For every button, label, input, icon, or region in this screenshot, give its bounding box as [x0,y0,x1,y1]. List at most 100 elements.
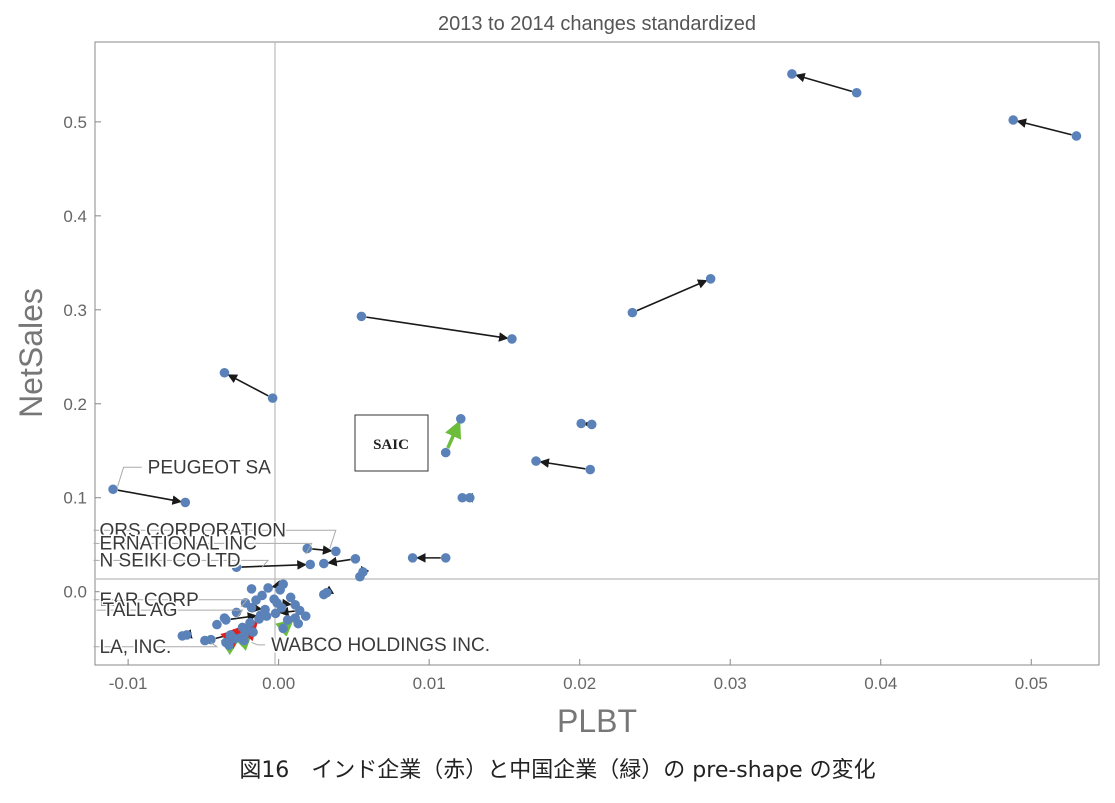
point-2014 [180,497,191,508]
point [251,595,261,605]
point-2014 [248,627,258,637]
y-axis-label: NetSales [13,288,49,418]
figure-caption: 図16 インド企業（赤）と中国企業（緑）の pre-shape の変化 [239,758,876,783]
point-2013 [851,87,862,98]
company-label: ERNATIONAL INC [100,533,257,554]
label-leader-line [93,599,249,608]
label-leader-line [93,642,219,648]
saic-callout-label: SAIC [373,437,409,453]
point-2013 [239,631,249,641]
point-2014 [270,608,281,619]
y-tick-label: 0.3 [63,301,87,320]
point-2013 [1071,131,1082,141]
label-leader-line [251,641,266,646]
point-2014 [219,367,230,378]
point-2014 [318,558,329,569]
point-2013 [350,554,361,564]
arrow [241,560,307,570]
label-leader-line [117,466,142,487]
x-axis-label: PLBT [557,703,637,739]
arrow [227,374,269,397]
point-2013 [278,623,288,634]
point-2013 [302,543,313,554]
saic-callout-box [354,414,429,472]
arrow [251,603,263,613]
point-2014 [507,334,517,344]
point [231,607,242,618]
point-2014 [531,456,541,466]
x-tick-label: 0.03 [714,674,747,693]
point [261,611,272,621]
company-label: LA, INC. [100,637,172,658]
y-tick-label: 0.4 [63,207,87,226]
point-2014 [245,617,255,628]
arrow [271,580,282,590]
point-2013 [465,492,475,503]
y-tick-label: 0.5 [63,113,87,132]
y-tick-label: 0.2 [63,395,87,414]
point-2013 [585,464,596,475]
arrow [279,607,295,617]
label-leader-line [93,529,337,549]
point-2014 [705,273,716,284]
company-label: WABCO HOLDINGS INC. [271,635,490,656]
x-tick-label: 0.01 [413,674,446,693]
arrow [327,556,351,567]
company-label: ORS CORPORATION [100,520,287,541]
change-arrows [117,72,1072,656]
company-label: TALL AG [103,600,178,621]
point-2013 [356,311,367,322]
point [225,630,236,640]
point-2014 [305,559,316,570]
arrow [117,489,182,505]
y-tick-label: 0.1 [63,489,87,508]
x-tick-label: 0.02 [563,674,596,693]
data-points [108,69,1082,651]
point-2013 [586,419,597,430]
point-2013 [108,484,118,495]
plot-frame [94,41,1100,666]
point [300,611,311,621]
label-leader-line [93,559,270,568]
point [219,613,230,623]
x-tick-label: -0.01 [109,674,148,693]
point-2013 [627,307,638,318]
point-2014 [318,589,329,600]
arrow [230,612,258,622]
point-2013 [440,447,451,458]
point [275,585,285,595]
point-2014 [1008,115,1019,125]
point [246,584,257,594]
label-leader-line [96,609,244,619]
point-2013 [294,605,305,616]
point [212,619,222,630]
point [282,615,293,625]
point [285,592,296,603]
point-2014 [254,614,264,624]
point-2014 [331,546,341,557]
point [240,598,251,608]
point [276,602,287,613]
y-axis-ticks: 0.0 0.1 0.2 0.3 0.4 0.5 [63,113,101,602]
point-2013 [231,562,242,573]
point-2013 [440,553,451,563]
x-axis-ticks: -0.01 0.00 0.01 0.02 0.03 0.04 0.05 [109,659,1048,693]
point-2014 [355,571,365,582]
label-leader-line [93,542,313,555]
arrow [1016,118,1072,136]
point-2014 [787,69,797,79]
china-arrow [445,420,462,449]
x-tick-label: 0.00 [262,674,295,693]
point [269,594,279,605]
y-tick-label: 0.0 [63,583,87,602]
arrow [366,316,509,342]
point-2014 [237,622,248,633]
company-label: N SEIKI CO LTD [100,550,241,571]
x-tick-label: 0.05 [1015,674,1048,693]
point-2014 [177,631,188,641]
company-label: EAR CORP [100,590,199,611]
point-2013 [267,393,278,403]
point-2013 [221,637,231,648]
